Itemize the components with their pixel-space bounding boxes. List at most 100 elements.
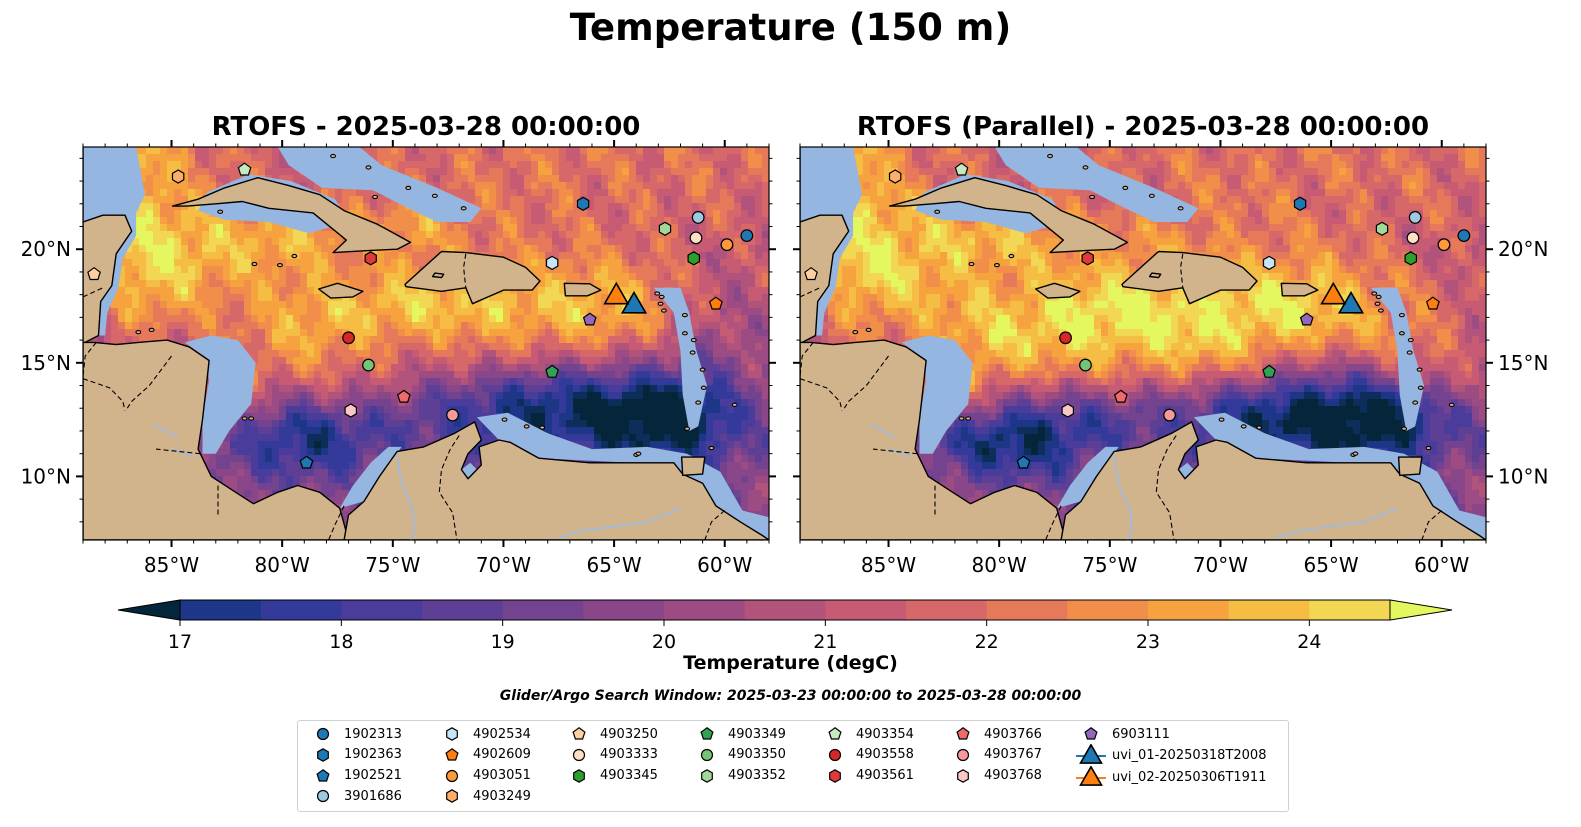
river [171,448,194,457]
lon-tick-label: 70°W [476,553,531,577]
legend-label: 4903349 [728,726,786,742]
legend-item: 4903333 [562,745,658,765]
legend-item: 1902313 [306,724,402,744]
argo-float-marker [1262,364,1277,378]
small-island [330,153,337,159]
small-island [695,400,702,405]
small-island [1375,294,1382,300]
maracaibo-lake [461,462,482,493]
bahamas-bank [994,147,1199,222]
legend-label: 4903250 [600,726,658,742]
colorbar-tick-label: 20 [652,631,676,653]
legend-float-symbol [573,768,585,783]
legend-item: uvi_01-20250318T2008 [1074,744,1267,765]
small-island [1218,417,1225,422]
small-island [460,206,467,211]
south-america-land [343,421,769,540]
argo-float-marker [1375,221,1389,236]
argo-float-marker [888,169,902,184]
argo-float-marker [1404,251,1418,266]
small-island [365,165,372,170]
legend-marker-icon [700,748,714,761]
colorbar-segment [825,600,907,620]
legend-marker-icon [956,748,970,761]
colorbar-tick-label: 23 [1136,631,1160,653]
glider-marker [1320,281,1347,305]
small-island [635,451,642,456]
lesser-antilles-shelf [653,287,707,431]
colorbar-tick-label: 18 [329,631,353,653]
small-island [1416,367,1423,372]
legend-float-symbol [829,768,841,783]
small-island [1350,452,1357,457]
legend-float-symbol [446,727,458,741]
colorbar-extend-low [117,599,181,621]
legend-float-symbol [572,727,586,740]
bahamas-bank [277,147,482,222]
small-island [372,194,379,200]
country-border [463,253,467,288]
legend-label: 4903558 [856,747,914,763]
small-island [1089,194,1096,200]
trinidad-land [680,456,706,476]
legend-label: 4903333 [600,747,658,763]
legend-marker-icon [828,748,842,761]
small-island [934,209,941,214]
legend-float-symbol [317,747,329,762]
mexico-land [83,147,133,344]
small-island [1377,308,1384,313]
colorbar-segment [341,600,423,620]
argo-float-marker [396,389,411,403]
legend-item: 4903345 [562,766,658,786]
colorbar-segment [744,600,826,620]
legend-marker-icon [316,727,330,741]
colorbar-segment [1148,600,1230,620]
country-border [83,287,104,298]
argo-float-marker [1408,211,1422,224]
small-island [657,301,664,306]
small-island [1417,385,1424,390]
small-island [1008,253,1015,259]
mexico-land [800,147,850,344]
river [396,453,416,540]
legend-label: uvi_01-20250318T2008 [1112,747,1267,763]
legend-label: 4903561 [856,768,914,784]
legend-label: 1902313 [344,726,402,742]
argo-float-marker [1425,296,1440,310]
jamaica-land [1034,282,1081,299]
colombia-shelf [339,446,402,509]
argo-float-marker [237,162,252,176]
colorbar-segment [502,600,584,620]
colorbar-label: Temperature (degC) [683,652,898,674]
legend-float-symbol [828,748,842,761]
legend-item: 4902534 [435,724,531,744]
legend-item: 4903558 [818,745,914,765]
country-border [800,287,821,298]
colorbar-segment [180,600,262,620]
pacific-ocean [800,406,1000,540]
argo-float-marker [545,364,560,378]
argo-float-marker [1059,331,1072,345]
small-island [276,262,283,268]
legend-label: 4903354 [856,726,914,742]
colorbar: 17 18 19 20 21 22 23 24 [117,599,1453,653]
small-island [731,402,738,407]
colorbar-segment [422,600,504,620]
country-border [1045,505,1062,540]
lon-tick-label: 60°W [1414,553,1469,577]
legend-item: 4903767 [946,745,1042,765]
argo-float-marker [1457,229,1471,242]
river [1275,507,1398,539]
central-america-land [800,339,1067,540]
colombia-shelf [1056,446,1119,509]
legend-item: 4903249 [435,786,531,806]
pacific-ocean [83,406,283,540]
legend-float-symbol [701,768,713,783]
small-island [700,385,707,390]
legend-label: 4903249 [473,788,531,804]
small-island [241,416,248,421]
country-border [1421,510,1443,540]
small-island [523,424,530,429]
venezuela-shelf [1193,412,1486,540]
legend-float-symbol [1084,727,1098,740]
